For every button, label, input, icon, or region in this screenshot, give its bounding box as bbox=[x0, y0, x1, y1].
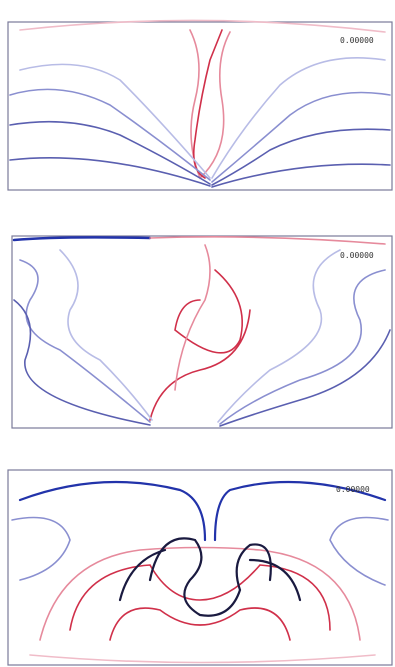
panel: 0.00000 bbox=[8, 20, 392, 190]
contour bbox=[60, 250, 152, 420]
contour bbox=[220, 270, 385, 424]
panel-label: 0.00000 bbox=[340, 251, 374, 260]
contour bbox=[14, 237, 150, 240]
contour bbox=[10, 158, 210, 186]
contour bbox=[190, 30, 230, 178]
contour bbox=[212, 164, 390, 187]
contour bbox=[14, 300, 150, 425]
contour bbox=[20, 260, 150, 422]
contour bbox=[330, 518, 388, 586]
contour bbox=[30, 655, 375, 663]
panel: 0.00000 bbox=[8, 470, 392, 665]
contour bbox=[120, 550, 300, 600]
panel: 0.00000 bbox=[12, 236, 392, 428]
contour bbox=[150, 237, 385, 244]
contour bbox=[20, 482, 205, 540]
panel-label: 0.00000 bbox=[340, 36, 374, 45]
page: 0.00000 0.00000 0.00000 (() => { const d… bbox=[0, 0, 395, 667]
contour bbox=[70, 565, 330, 630]
contour bbox=[12, 518, 70, 581]
panel-label: 0.00000 bbox=[336, 485, 370, 494]
figure: 0.00000 0.00000 0.00000 bbox=[0, 0, 395, 667]
contour bbox=[110, 608, 290, 640]
contour bbox=[10, 122, 210, 184]
contour bbox=[218, 250, 340, 422]
